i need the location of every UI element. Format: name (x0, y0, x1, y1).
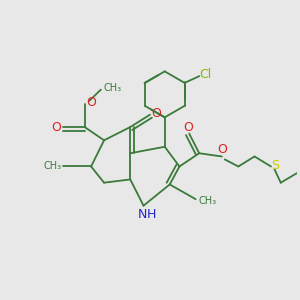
Text: O: O (52, 121, 61, 134)
Text: CH₃: CH₃ (44, 161, 62, 172)
Text: N: N (138, 208, 148, 221)
Text: H: H (147, 208, 157, 221)
Text: O: O (218, 143, 227, 157)
Text: O: O (86, 96, 96, 110)
Text: S: S (272, 158, 279, 172)
Text: Cl: Cl (199, 68, 211, 81)
Text: O: O (151, 107, 161, 120)
Text: CH₃: CH₃ (103, 83, 122, 93)
Text: O: O (183, 121, 193, 134)
Text: CH₃: CH₃ (198, 196, 217, 206)
